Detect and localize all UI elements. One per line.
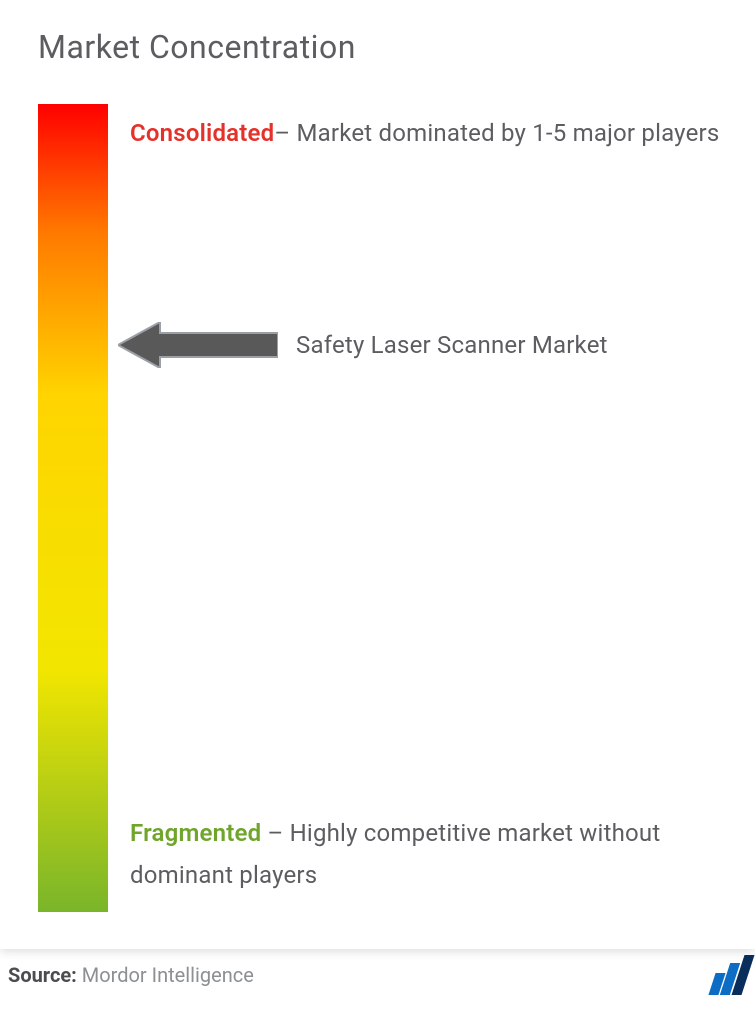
footer-row: Source: Mordor Intelligence [8,955,748,995]
page-title: Market Concentration [38,28,356,66]
arrow-left-icon [118,322,278,368]
source-text: Source: Mordor Intelligence [8,963,254,987]
fragmented-label-block: Fragmented – Highly competitive market w… [130,812,720,896]
indicator-row: Safety Laser Scanner Market [118,322,608,368]
concentration-gradient-bar [38,104,108,912]
brand-logo-icon [712,955,748,995]
source-value: Mordor Intelligence [77,963,254,987]
consolidated-strong: Consolidated [130,119,274,147]
market-name-label: Safety Laser Scanner Market [296,331,608,359]
consolidated-label-block: Consolidated– Market dominated by 1-5 ma… [130,112,720,154]
source-label: Source: [8,963,77,987]
fragmented-strong: Fragmented [130,819,261,847]
arrow-shape [118,322,278,368]
infographic-card: Market Concentration Consolidated– Marke… [0,0,755,949]
consolidated-rest: – Market dominated by 1-5 major players [274,119,719,147]
